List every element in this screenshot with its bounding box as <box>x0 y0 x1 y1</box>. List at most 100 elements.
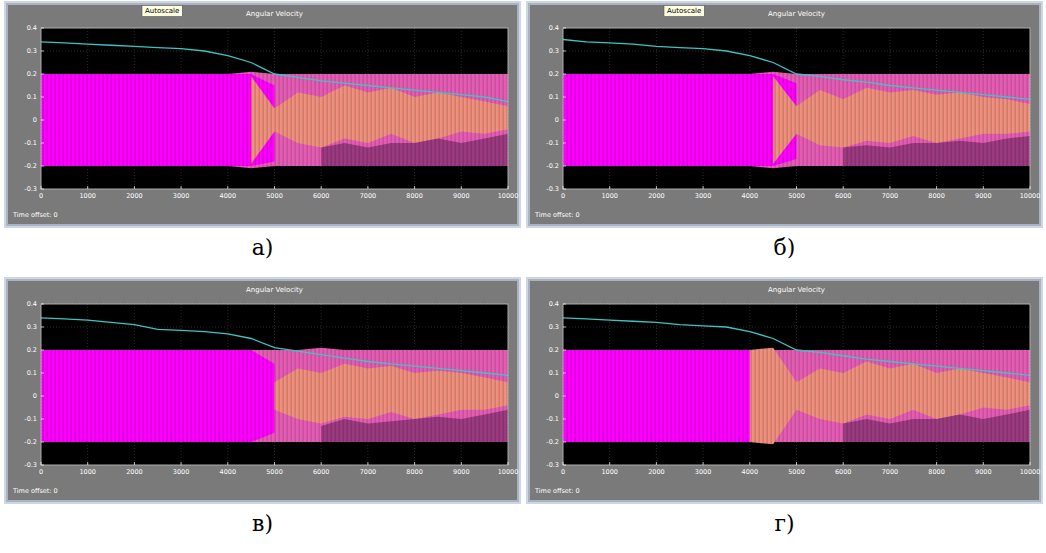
tick-label: -0.2 <box>24 438 37 446</box>
tick-mark <box>41 97 44 98</box>
tick-mark <box>749 462 750 465</box>
tick-label: 2000 <box>126 192 143 200</box>
time-offset: Time offset: 0 <box>12 487 58 495</box>
tick-label: 4000 <box>742 192 759 200</box>
tick-mark <box>41 186 42 189</box>
data-group <box>41 318 508 442</box>
tick-label: -0.1 <box>546 139 559 147</box>
scope-background <box>530 5 1039 224</box>
panel: Angular Velocity010002000300040005000600… <box>5 278 520 503</box>
panel: Angular Velocity010002000300040005000600… <box>527 2 1042 227</box>
tick-label: 6000 <box>835 192 852 200</box>
tick-mark <box>367 462 368 465</box>
title: Angular Velocity <box>246 286 303 294</box>
tick-label: 6000 <box>313 468 330 476</box>
tooltip: Autoscale <box>142 6 182 17</box>
signal-band <box>41 72 508 169</box>
tick-mark <box>1030 186 1031 189</box>
tick-label: 0 <box>39 192 43 200</box>
tick-label: 9000 <box>975 468 992 476</box>
tick-label: -0.3 <box>24 461 37 469</box>
window-frame <box>527 278 1042 503</box>
tooltip-box <box>664 6 704 17</box>
tick-mark <box>609 186 610 189</box>
tick-label: 0.4 <box>549 300 559 308</box>
tooltip-text: Autoscale <box>667 7 701 15</box>
tick-label: 7000 <box>360 192 377 200</box>
grid-line <box>563 51 1030 52</box>
tick-mark <box>563 166 566 167</box>
tick-label: 2000 <box>648 468 665 476</box>
signal-line <box>41 42 508 102</box>
panel: Angular Velocity010002000300040005000600… <box>5 2 520 227</box>
tick-label: 0 <box>33 116 37 124</box>
signal-band <box>563 350 750 442</box>
tick-label: 10000 <box>498 192 519 200</box>
tick-mark <box>274 462 275 465</box>
tick-label: 8000 <box>928 192 945 200</box>
signal-band <box>321 134 508 166</box>
tick-label: 5000 <box>266 192 283 200</box>
tick-label: 10000 <box>1020 192 1041 200</box>
tick-label: 0.4 <box>27 24 37 32</box>
tick-label: -0.2 <box>546 438 559 446</box>
tick-mark <box>703 462 704 465</box>
tick-mark <box>414 186 415 189</box>
tick-mark <box>889 462 890 465</box>
signal-line <box>563 40 1030 100</box>
signal-band <box>321 410 508 442</box>
tick-mark <box>796 186 797 189</box>
panel: Angular Velocity010002000300040005000600… <box>527 278 1042 503</box>
tick-label: 2000 <box>126 468 143 476</box>
tick-mark <box>41 120 44 121</box>
plot-area <box>563 28 1030 189</box>
tick-label: 0.1 <box>549 369 559 377</box>
title: Angular Velocity <box>768 286 825 294</box>
tick-mark <box>87 186 88 189</box>
signal-band <box>750 348 1030 445</box>
tick-mark <box>936 462 937 465</box>
signal-band <box>41 74 275 166</box>
tick-label: 8000 <box>406 192 423 200</box>
tooltip: Autoscale <box>664 6 704 17</box>
tick-label: 0.3 <box>549 47 559 55</box>
axis-frame <box>41 304 508 465</box>
tick-label: 4000 <box>220 468 237 476</box>
tick-mark <box>41 350 44 351</box>
tick-label: -0.1 <box>546 415 559 423</box>
tick-mark <box>87 462 88 465</box>
tick-label: 4000 <box>220 192 237 200</box>
tick-label: 1000 <box>79 468 96 476</box>
plot-area <box>563 304 1030 465</box>
panel-label: в) <box>252 511 273 536</box>
tick-mark <box>563 396 566 397</box>
tick-mark <box>563 189 566 190</box>
tick-label: 3000 <box>695 192 712 200</box>
tick-label: -0.2 <box>24 162 37 170</box>
signal-band <box>41 348 508 442</box>
signal-band <box>563 74 797 166</box>
tooltip-box <box>142 6 182 17</box>
tick-mark <box>41 419 44 420</box>
time-offset: Time offset: 0 <box>12 211 58 219</box>
tick-label: 3000 <box>695 468 712 476</box>
tick-mark <box>563 97 566 98</box>
tick-label: 10000 <box>498 468 519 476</box>
panel-label: а) <box>252 235 274 260</box>
tick-mark <box>461 462 462 465</box>
tick-mark <box>563 120 566 121</box>
tick-label: 4000 <box>742 468 759 476</box>
tick-label: 0.2 <box>27 70 37 78</box>
tick-mark <box>134 186 135 189</box>
tick-mark <box>843 462 844 465</box>
tick-mark <box>274 186 275 189</box>
signal-band <box>275 364 509 424</box>
tick-mark <box>461 186 462 189</box>
tick-label: -0.1 <box>24 415 37 423</box>
tick-label: 10000 <box>1020 468 1041 476</box>
tick-label: 0.1 <box>27 93 37 101</box>
tick-mark <box>41 462 42 465</box>
tick-mark <box>227 462 228 465</box>
tick-label: 0 <box>555 392 559 400</box>
tick-mark <box>983 462 984 465</box>
